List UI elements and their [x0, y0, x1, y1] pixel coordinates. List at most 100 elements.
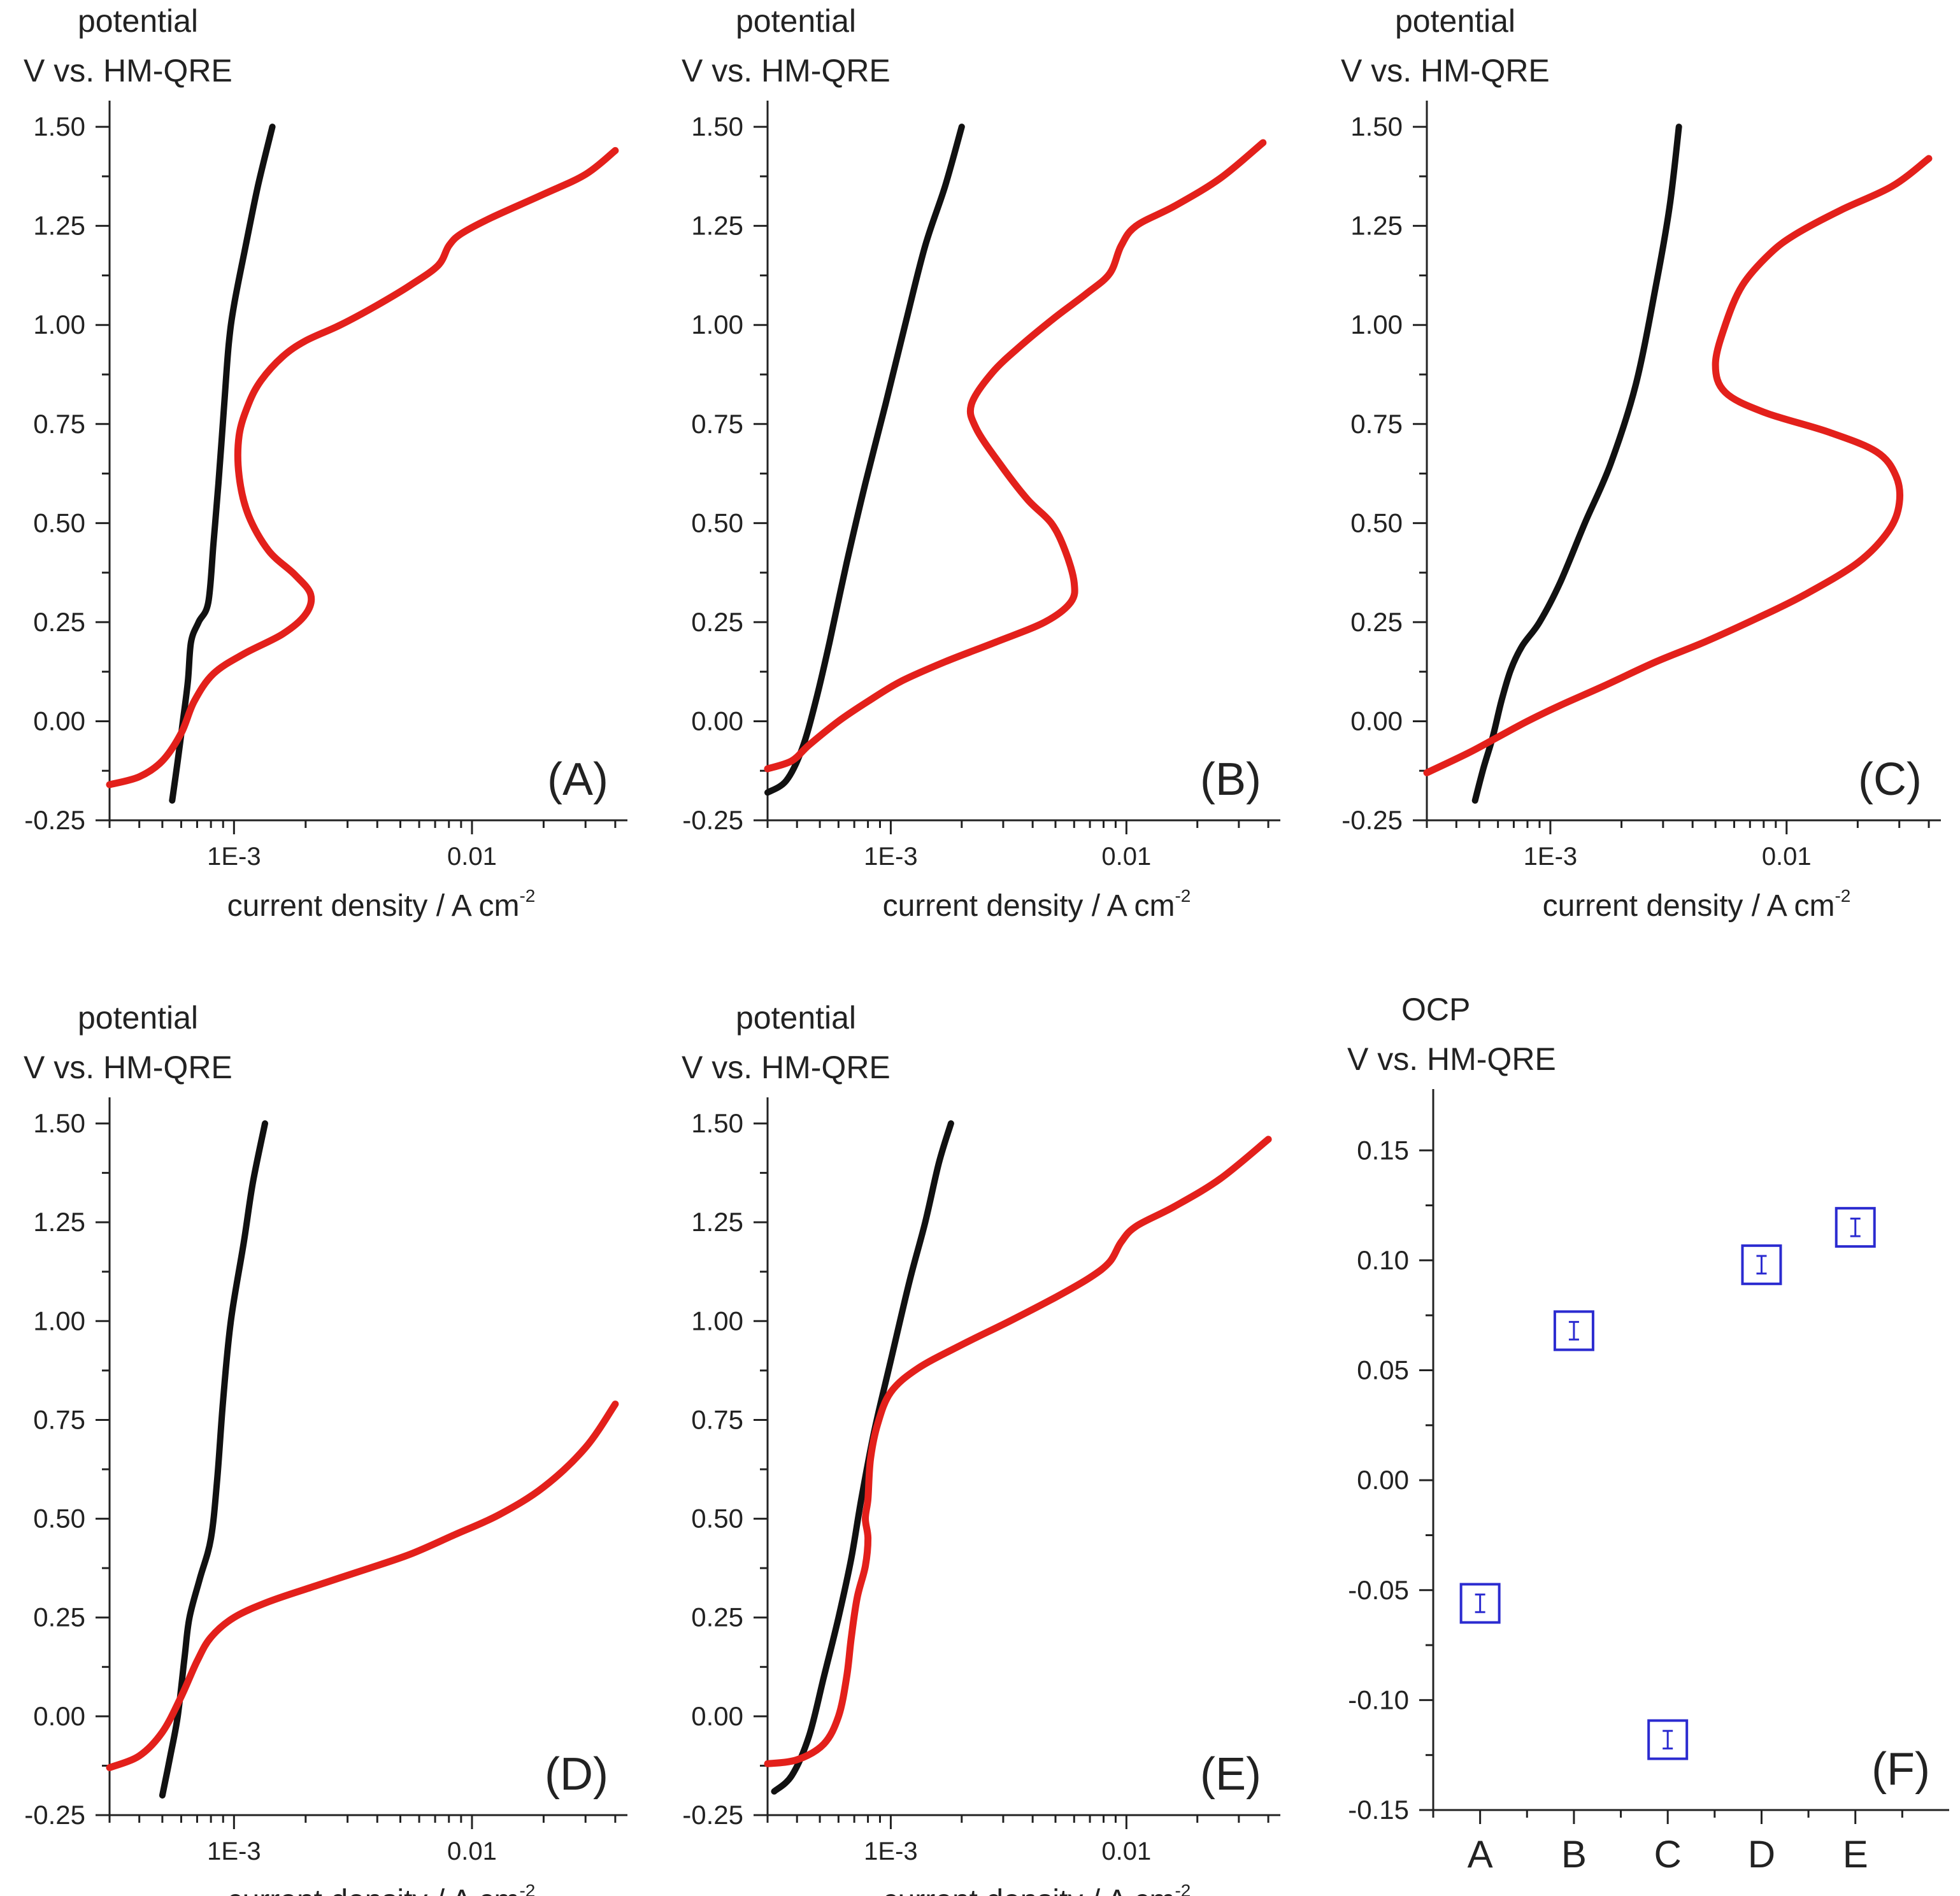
y-tick-label: 1.25	[33, 211, 85, 241]
y-tick-label: -0.25	[24, 1800, 85, 1830]
square-marker	[1835, 1207, 1876, 1248]
y-tick-label: 0.75	[691, 409, 743, 439]
x-category-label: B	[1561, 1833, 1587, 1876]
y-tick-label: -0.25	[682, 1800, 743, 1830]
panel-label: (B)	[1200, 754, 1261, 805]
y-tick-label: -0.25	[1341, 805, 1403, 835]
y-tick-label: 0.00	[1357, 1465, 1409, 1495]
y-tick-label: 1.25	[1350, 211, 1403, 241]
y-tick-label: 0.75	[1350, 409, 1403, 439]
x-category-label: E	[1843, 1833, 1868, 1876]
chart-panel-0: -0.25 0.00 0.25 0.50 0.75 1.00 1.25 1.50 potenti…	[24, 3, 627, 923]
y-tick-label: 0.50	[691, 508, 743, 538]
data-point-D	[1741, 1244, 1782, 1285]
y-axis-label-line2: V vs. HM-QRE	[1347, 1041, 1556, 1077]
series-line-black	[169, 124, 276, 804]
y-tick-label: 0.25	[691, 607, 743, 637]
y-tick-label: 1.50	[691, 111, 743, 141]
y-tick-label: 1.50	[691, 1108, 743, 1138]
x-axis-label: current density / A cm-2	[883, 1881, 1191, 1896]
data-point-B	[1553, 1310, 1594, 1351]
y-tick-label: 0.25	[33, 1602, 85, 1632]
chart-panel-3: -0.25 0.00 0.25 0.50 0.75 1.00 1.25 1.50 potenti…	[24, 1000, 627, 1896]
y-tick-label: 0.00	[1350, 706, 1403, 736]
x-tick-label: 0.01	[447, 1837, 497, 1865]
y-tick-label: -0.25	[682, 805, 743, 835]
y-axis-label-line1: OCP	[1401, 992, 1470, 1027]
y-tick-label: 1.50	[33, 1108, 85, 1138]
y-tick-label: 1.50	[1350, 111, 1403, 141]
series-line-red	[764, 139, 1267, 773]
series-line-red	[764, 1136, 1272, 1767]
x-axis-label: current density / A cm-2	[883, 886, 1191, 923]
y-tick-label: 1.25	[33, 1207, 85, 1237]
y-tick-label: 1.25	[691, 1207, 743, 1237]
panel-label: (C)	[1858, 754, 1922, 805]
y-axis-label-line1: potential	[78, 3, 198, 39]
y-tick-label: 1.00	[33, 1306, 85, 1336]
y-tick-label: 0.50	[1350, 508, 1403, 538]
x-category-label: D	[1748, 1833, 1775, 1876]
y-tick-label: 0.00	[33, 1701, 85, 1731]
y-axis-label-line2: V vs. HM-QRE	[1341, 53, 1550, 89]
y-tick-label: 0.50	[33, 508, 85, 538]
panel-label: (E)	[1200, 1749, 1261, 1800]
y-tick-label: 0.50	[33, 1504, 85, 1534]
x-tick-label: 1E-3	[1524, 843, 1578, 871]
chart-panel-2: -0.25 0.00 0.25 0.50 0.75 1.00 1.25 1.50 potenti…	[1341, 3, 1941, 923]
x-tick-label: 0.01	[1762, 843, 1812, 871]
y-axis-label-line1: potential	[736, 1000, 856, 1036]
y-tick-label: 1.00	[1350, 310, 1403, 339]
y-tick-label: 0.25	[33, 607, 85, 637]
y-tick-label: 1.00	[33, 310, 85, 339]
x-tick-label: 1E-3	[207, 1837, 261, 1865]
y-tick-label: -0.25	[24, 805, 85, 835]
x-category-label: C	[1654, 1833, 1682, 1876]
y-tick-label: 1.25	[691, 211, 743, 241]
x-tick-label: 0.01	[1101, 1837, 1151, 1865]
x-tick-label: 0.01	[1101, 843, 1151, 871]
series-line-red	[106, 1401, 619, 1771]
x-tick-label: 0.01	[447, 843, 497, 871]
y-tick-label: 0.05	[1357, 1355, 1409, 1385]
x-tick-label: 1E-3	[864, 1837, 918, 1865]
y-axis-label-line2: V vs. HM-QRE	[682, 1050, 891, 1085]
y-tick-label: 0.10	[1357, 1245, 1409, 1275]
data-point-C	[1647, 1719, 1689, 1760]
y-tick-label: 1.00	[691, 310, 743, 339]
panel-label: (D)	[545, 1749, 608, 1800]
y-tick-label: 0.00	[691, 1701, 743, 1731]
y-tick-label: 0.25	[1350, 607, 1403, 637]
x-axis-label: current density / A cm-2	[227, 1881, 536, 1896]
series-line-red	[106, 146, 619, 788]
panel-label: (A)	[547, 754, 608, 805]
y-tick-label: 0.25	[691, 1602, 743, 1632]
y-tick-label: 1.00	[691, 1306, 743, 1336]
x-axis-label: current density / A cm-2	[227, 886, 536, 923]
panel-label: (F)	[1871, 1744, 1930, 1795]
y-tick-label: 0.00	[691, 706, 743, 736]
y-tick-label: 1.50	[33, 111, 85, 141]
y-tick-label: 0.15	[1357, 1135, 1409, 1165]
chart-panel-5: -0.15 -0.10 -0.05 0.00 0.05 0.10 0.15 OCP V vs. …	[1347, 992, 1949, 1876]
y-tick-label: 0.75	[33, 1404, 85, 1434]
y-axis-label-line1: potential	[736, 3, 856, 39]
y-tick-label: 0.50	[691, 1504, 743, 1534]
series-line-black	[764, 124, 965, 796]
chart-panel-4: -0.25 0.00 0.25 0.50 0.75 1.00 1.25 1.50 potenti…	[682, 1000, 1280, 1896]
square-marker	[1459, 1583, 1501, 1624]
square-marker	[1553, 1310, 1594, 1351]
series-line-black	[159, 1120, 268, 1799]
y-axis-label-line1: potential	[78, 1000, 198, 1036]
y-tick-label: -0.15	[1348, 1795, 1409, 1825]
x-axis-label: current density / A cm-2	[1543, 886, 1851, 923]
x-tick-label: 1E-3	[207, 843, 261, 871]
y-tick-label: -0.10	[1348, 1685, 1409, 1714]
y-axis-label-line2: V vs. HM-QRE	[24, 1050, 232, 1085]
x-tick-label: 1E-3	[864, 843, 918, 871]
y-axis-label-line2: V vs. HM-QRE	[682, 53, 891, 89]
y-tick-label: 0.75	[33, 409, 85, 439]
series-line-black	[771, 1120, 954, 1795]
y-tick-label: 0.00	[33, 706, 85, 736]
